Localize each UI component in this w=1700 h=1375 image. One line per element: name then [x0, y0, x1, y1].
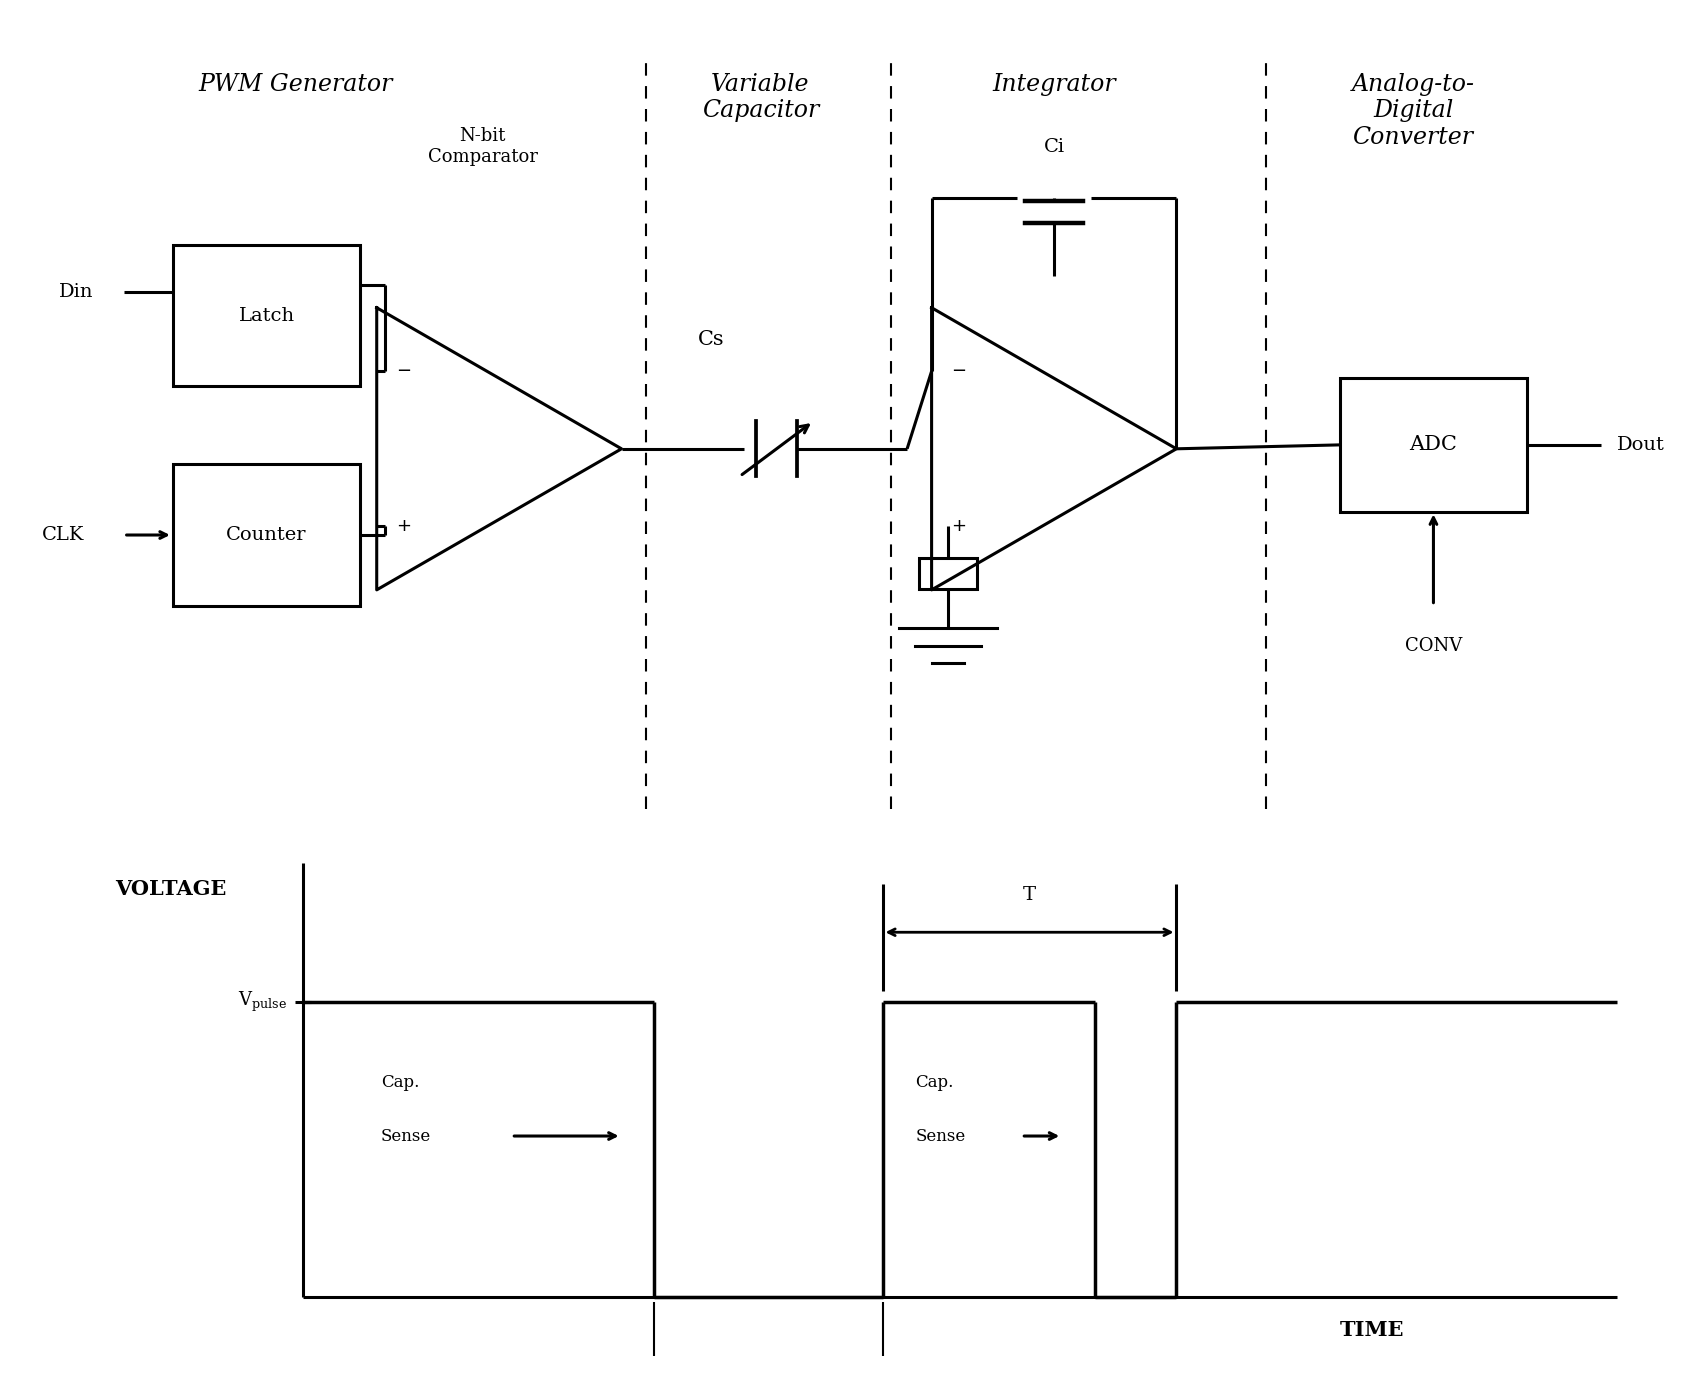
- Text: VOLTAGE: VOLTAGE: [116, 880, 228, 899]
- Text: Cap.: Cap.: [381, 1074, 420, 1090]
- Text: T: T: [1023, 886, 1035, 903]
- Text: Counter: Counter: [226, 527, 306, 544]
- Text: Latch: Latch: [238, 307, 294, 324]
- Text: TIME: TIME: [1340, 1320, 1404, 1339]
- Text: Cs: Cs: [699, 330, 724, 349]
- Text: Sense: Sense: [915, 1128, 966, 1144]
- Text: V$_\mathregular{pulse}$: V$_\mathregular{pulse}$: [238, 990, 287, 1015]
- Text: Integrator: Integrator: [993, 73, 1115, 96]
- Text: Sense: Sense: [381, 1128, 432, 1144]
- Bar: [173, 245, 360, 386]
- Text: −: −: [952, 362, 966, 381]
- Text: −: −: [396, 362, 411, 381]
- Text: Analog-to-
Digital
Converter: Analog-to- Digital Converter: [1352, 73, 1474, 148]
- Text: N-bit
Comparator: N-bit Comparator: [428, 128, 537, 166]
- Text: Variable
Capacitor: Variable Capacitor: [702, 73, 819, 122]
- Text: Ci: Ci: [1044, 138, 1064, 155]
- Text: +: +: [952, 517, 966, 535]
- Bar: [173, 465, 360, 605]
- Text: CLK: CLK: [42, 527, 85, 544]
- Text: PWM Generator: PWM Generator: [197, 73, 393, 96]
- Text: Din: Din: [58, 283, 94, 301]
- Bar: [918, 558, 978, 588]
- Bar: [1340, 378, 1527, 512]
- Text: +: +: [396, 517, 411, 535]
- Text: Cap.: Cap.: [915, 1074, 954, 1090]
- Text: ADC: ADC: [1409, 436, 1457, 454]
- Text: Dout: Dout: [1617, 436, 1664, 454]
- Text: CONV: CONV: [1404, 637, 1462, 654]
